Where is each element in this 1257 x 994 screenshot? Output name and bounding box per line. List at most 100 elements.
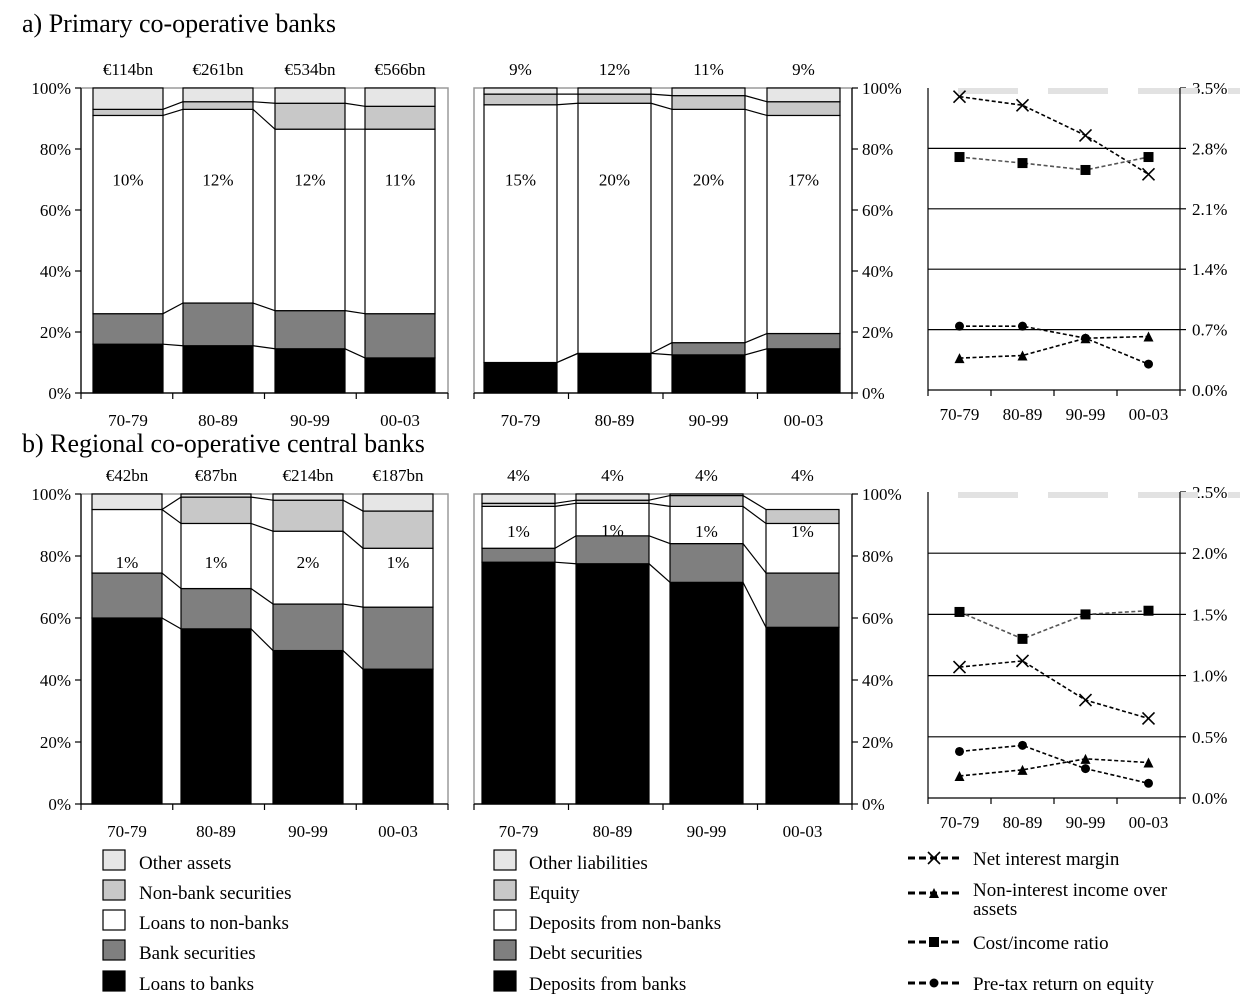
marker-circle	[1081, 764, 1090, 774]
y-tick-label: 0.7%	[1192, 321, 1227, 340]
connector-line	[744, 108, 768, 117]
bar-segment	[577, 93, 652, 104]
connector-line	[650, 352, 673, 356]
marker-triangle	[1017, 350, 1028, 361]
bar-top-label: 4%	[507, 466, 530, 485]
bar-segment	[766, 348, 841, 394]
connector-line	[650, 342, 673, 354]
connector-line	[252, 108, 276, 130]
bar-segment	[765, 572, 840, 628]
bar-segment	[765, 508, 840, 525]
bar-inner-label: 1%	[507, 522, 530, 541]
bar-inner-label: 17%	[788, 171, 819, 190]
bar-inner-label: 1%	[205, 553, 228, 572]
bar-segment	[182, 108, 254, 304]
y-tick-label: 20%	[40, 733, 71, 752]
bar-inner-label: 11%	[385, 171, 416, 190]
connector-line	[742, 582, 767, 628]
legend-swatch	[493, 879, 517, 901]
connector-line	[556, 352, 579, 364]
bar-segment	[91, 493, 163, 511]
bar-segment	[92, 313, 164, 345]
y-tick-label: 20%	[40, 323, 71, 342]
bar-inner-label: 1%	[695, 522, 718, 541]
legend-swatch	[102, 879, 126, 901]
bar-segment	[671, 108, 746, 344]
y-tick-label: 1.4%	[1192, 260, 1227, 279]
legend-swatch	[102, 909, 126, 931]
x-tick-label: 90-99	[288, 822, 328, 841]
marker-triangle	[1143, 331, 1154, 342]
series-line	[959, 156, 1149, 171]
bar-top-label: 12%	[599, 60, 630, 79]
series-line	[959, 758, 1149, 777]
bar-segment	[483, 93, 558, 106]
x-tick-label: 00-03	[380, 411, 420, 430]
bar-segment	[483, 104, 558, 364]
marker-circle	[1018, 321, 1027, 331]
y-tick-label: 80%	[862, 547, 893, 566]
marker-circle	[1081, 333, 1090, 343]
bar-top-label: €114bn	[103, 60, 154, 79]
bar-inner-label: 15%	[505, 171, 536, 190]
bar-segment	[577, 87, 652, 95]
x-tick-label: 80-89	[1003, 405, 1043, 424]
legend-swatch	[493, 849, 517, 871]
bar-segment	[272, 493, 344, 501]
y-tick-label: 60%	[40, 201, 71, 220]
b-ratios-chart: 0.0% 0.5% 1.0% 1.5% 2.0% 2.5% 70-79 80-89 90-99 0…	[927, 483, 1240, 832]
marker-square	[1143, 605, 1154, 616]
bar-segment	[272, 603, 344, 652]
connector-line	[648, 494, 671, 501]
marker-triangle	[954, 770, 965, 781]
connector-line	[252, 302, 276, 312]
a-ratios-chart: 0.0% 0.7% 1.4% 2.1% 2.8% 3.5% 70-79 80-89 90-99 0…	[927, 79, 1240, 424]
y-tick-label: 2.1%	[1192, 200, 1227, 219]
connector-line	[162, 108, 184, 117]
connector-line	[342, 499, 364, 512]
legend-label: Equity	[529, 883, 580, 904]
connector-line	[344, 348, 366, 359]
connector-line	[648, 535, 671, 545]
bar-top-label: €214bn	[283, 466, 335, 485]
x-tick-label: 80-89	[198, 411, 238, 430]
bar-segment	[182, 302, 254, 347]
bar-segment	[180, 522, 252, 590]
bar-segment	[272, 499, 344, 532]
y-tick-label: 60%	[40, 609, 71, 628]
bar-segment	[575, 493, 650, 501]
series-line	[959, 744, 1149, 785]
x-tick-label: 80-89	[595, 411, 635, 430]
connector-line	[742, 505, 767, 524]
connector-line	[742, 495, 767, 511]
bar-segment	[180, 628, 252, 805]
y-tick-label: 0%	[48, 795, 71, 814]
legend-swatch	[102, 970, 126, 992]
legend-swatch	[102, 849, 126, 871]
bar-segment	[364, 87, 436, 107]
connector-line	[650, 102, 673, 110]
y-tick-label: 0%	[862, 384, 885, 403]
marker-triangle	[929, 888, 939, 898]
bar-segment	[766, 114, 841, 335]
bar-inner-label: 12%	[202, 171, 233, 190]
bar-segment	[669, 542, 744, 583]
bar-segment	[364, 105, 436, 130]
bar-segment	[765, 626, 840, 805]
y-tick-label: 1.0%	[1192, 667, 1227, 686]
legend-label: Deposits from banks	[529, 974, 686, 994]
marker-triangle	[954, 353, 965, 364]
y-tick-label: 40%	[40, 671, 71, 690]
legend-swatch	[493, 909, 517, 931]
bar-segment	[180, 587, 252, 630]
bar-segment	[362, 493, 434, 512]
bar-inner-label: 12%	[294, 171, 325, 190]
legend-label: Loans to non-banks	[139, 913, 289, 934]
b-liabilities-chart: 0% 20% 40% 60% 80% 100% 70-79 4% 1% 80-89 4% 1% 90-9…	[473, 466, 902, 841]
legend-label: Pre-tax return on equity	[973, 974, 1154, 994]
bar-inner-label: 20%	[599, 171, 630, 190]
legend-swatch	[493, 939, 517, 961]
bar-inner-label: 1%	[116, 553, 139, 572]
connector-line	[344, 102, 366, 107]
legend-label: Non-bank securities	[139, 883, 291, 904]
